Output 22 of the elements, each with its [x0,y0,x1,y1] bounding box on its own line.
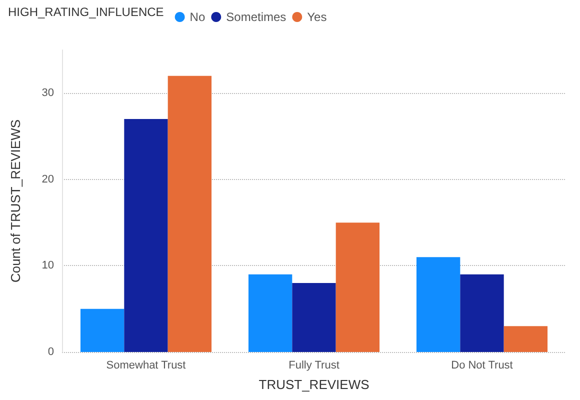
x-tick-label: Do Not Trust [451,360,513,372]
y-tick-label: 10 [42,260,54,272]
bar [80,308,124,352]
bar [416,257,460,352]
y-tick-label: 0 [48,346,54,358]
bar [124,119,168,352]
x-tick-label: Somewhat Trust [106,360,186,372]
bar [248,274,292,352]
bar [336,222,380,352]
x-tick-label: Fully Trust [288,360,340,372]
y-tick-label: 30 [42,87,54,100]
legend-label: Sometimes [226,10,286,24]
y-axis-title: Count of TRUST_REVIEWS [8,119,23,283]
legend-label: No [190,10,206,24]
bar [504,326,548,352]
legend-title: HIGH_RATING_INFLUENCE [8,5,164,19]
bar [460,274,504,352]
x-axis-title: TRUST_REVIEWS [258,377,370,392]
bar [168,76,212,352]
bar [292,282,336,352]
legend-label: Yes [307,10,327,24]
y-tick-label: 20 [42,173,54,186]
